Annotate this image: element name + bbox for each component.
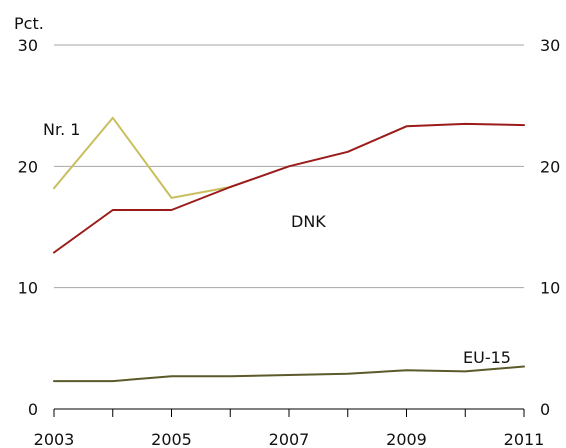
y-unit-label: Pct. — [14, 14, 44, 33]
x-tick-label: 2009 — [386, 430, 427, 448]
y-tick-label-right: 0 — [540, 400, 550, 419]
y-tick-label-right: 30 — [540, 36, 560, 55]
y-tick-label-left: 30 — [18, 36, 38, 55]
y-tick-label-right: 20 — [540, 157, 560, 176]
y-tick-label-right: 10 — [540, 279, 560, 298]
x-tick-label: 2007 — [269, 430, 310, 448]
series-label-dnk: DNK — [291, 212, 326, 231]
y-tick-label-left: 0 — [28, 400, 38, 419]
series-line-nr-1 — [53, 116, 232, 199]
x-tick-label: 2003 — [34, 430, 75, 448]
y-tick-label-left: 20 — [18, 157, 38, 176]
x-tick-label: 2011 — [504, 430, 545, 448]
series-line-eu-15 — [53, 365, 525, 383]
labels: Pct. Nr. 1 DNK EU-15 — [14, 14, 511, 367]
y-tick-label-left: 10 — [18, 279, 38, 298]
series-label-eu15: EU-15 — [463, 348, 511, 367]
x-axis: 0 0 10 10 20 20 30 30 2003 2005 2007 2009 2011 — [18, 36, 561, 448]
series-label-nr1: Nr. 1 — [43, 120, 80, 139]
x-tick-label: 2005 — [151, 430, 192, 448]
series-line-dnk — [53, 122, 525, 254]
series-lines — [53, 116, 525, 383]
